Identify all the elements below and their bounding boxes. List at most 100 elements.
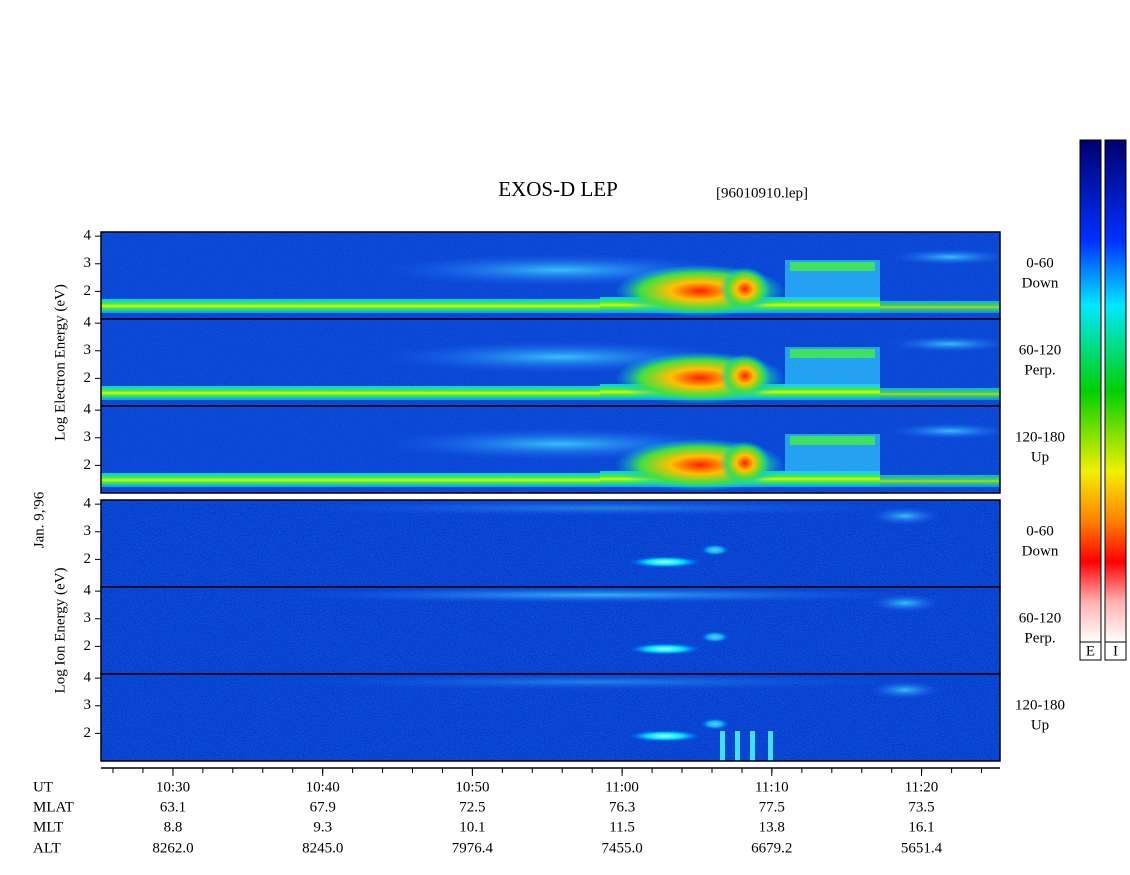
streak <box>627 730 703 742</box>
streak <box>735 731 740 761</box>
ephemeris-value: 16.1 <box>908 819 934 835</box>
title: EXOS-D LEP <box>498 177 618 201</box>
plateau-top <box>790 349 875 358</box>
panel-direction: Perp. <box>1024 630 1055 646</box>
y-tick-label: 2 <box>84 638 92 654</box>
band <box>880 301 1000 313</box>
haze <box>870 507 940 525</box>
panel-direction: Up <box>1031 449 1049 465</box>
y-tick-label: 3 <box>84 429 92 445</box>
ephemeris-value: 7455.0 <box>601 840 642 856</box>
panel-angle: 60-120 <box>1019 342 1062 358</box>
y-tick-label: 2 <box>84 457 92 473</box>
burst <box>720 441 770 485</box>
ephemeris-value: 10.1 <box>459 819 485 835</box>
spectrogram <box>101 500 1000 587</box>
y-tick-label: 2 <box>84 283 92 299</box>
ephemeris-value: 11.5 <box>609 819 635 835</box>
row-name: MLAT <box>33 799 74 815</box>
plateau-top <box>790 436 875 445</box>
band <box>880 475 1000 487</box>
y-tick-label: 2 <box>84 370 92 386</box>
ephemeris-value: 5651.4 <box>901 840 943 856</box>
ephemeris-value: 76.3 <box>609 799 635 815</box>
band <box>101 299 621 313</box>
y-tick-label: 3 <box>84 610 92 626</box>
streak <box>700 631 730 643</box>
panel-direction: Down <box>1022 275 1059 291</box>
row-name: MLT <box>33 819 63 835</box>
color-bar <box>1104 139 1127 643</box>
haze <box>870 594 940 612</box>
ephemeris-value: 6679.2 <box>751 840 792 856</box>
streak <box>627 643 703 655</box>
ephemeris-value: 9.3 <box>313 819 332 835</box>
ephemeris-value: 67.9 <box>310 799 336 815</box>
haze <box>890 423 1000 439</box>
ephemeris-value: 8.8 <box>164 819 183 835</box>
haze <box>890 336 1000 352</box>
y-tick-label: 3 <box>84 523 92 539</box>
color-bar-label: E <box>1086 643 1095 659</box>
y-tick-label: 2 <box>84 551 92 567</box>
panel-frame <box>100 673 1001 762</box>
y-axis-label: Log Ion Energy (eV) <box>52 568 68 694</box>
burst <box>720 354 770 398</box>
x-tick-label: 11:10 <box>755 779 789 795</box>
panel-frame <box>100 405 1001 494</box>
haze <box>280 587 920 603</box>
y-tick-label: 3 <box>84 255 92 271</box>
panel-direction: Down <box>1022 543 1059 559</box>
haze <box>890 249 1000 265</box>
panel-angle: 60-120 <box>1019 610 1062 626</box>
x-tick-label: 11:20 <box>905 779 939 795</box>
x-tick-label: 10:50 <box>455 779 489 795</box>
panel-angle: 120-180 <box>1015 697 1065 713</box>
ephemeris-value: 77.5 <box>759 799 785 815</box>
file-name: [96010910.lep] <box>716 185 808 201</box>
y-tick-label: 4 <box>84 315 92 331</box>
band <box>101 473 621 487</box>
ephemeris-value: 63.1 <box>160 799 186 815</box>
spectrogram <box>101 232 1000 319</box>
y-axis-label: Log Electron Energy (eV) <box>52 284 68 441</box>
plateau-top <box>790 262 875 271</box>
streak <box>700 544 730 556</box>
burst <box>720 267 770 311</box>
y-tick-label: 4 <box>84 496 92 512</box>
color-bar-label: I <box>1113 643 1118 659</box>
color-bar <box>1079 139 1102 643</box>
band <box>880 388 1000 400</box>
streak <box>750 731 755 761</box>
y-tick-label: 4 <box>84 228 92 244</box>
spectrogram <box>101 674 1000 761</box>
row-name: UT <box>33 779 53 795</box>
panel-angle: 0-60 <box>1026 523 1054 539</box>
panel-angle: 0-60 <box>1026 255 1054 271</box>
streak <box>700 718 730 730</box>
ephemeris-value: 72.5 <box>459 799 485 815</box>
ephemeris-value: 8262.0 <box>152 840 193 856</box>
panel-direction: Perp. <box>1024 362 1055 378</box>
ephemeris-value: 8245.0 <box>302 840 343 856</box>
haze <box>870 681 940 699</box>
x-tick-label: 10:30 <box>156 779 190 795</box>
color-bar-key <box>1079 641 1102 661</box>
streak <box>720 731 725 761</box>
haze <box>280 674 920 690</box>
x-tick-label: 11:00 <box>605 779 639 795</box>
y-tick-label: 3 <box>84 697 92 713</box>
spectrogram <box>101 587 1000 674</box>
ephemeris-value: 13.8 <box>759 819 785 835</box>
spectrogram <box>101 406 1000 493</box>
y-tick-label: 2 <box>84 725 92 741</box>
y-tick-label: 4 <box>84 583 92 599</box>
y-tick-label: 3 <box>84 342 92 358</box>
x-tick-label: 10:40 <box>306 779 340 795</box>
row-name: ALT <box>33 840 61 856</box>
spectrogram <box>101 319 1000 406</box>
date-label: Jan. 9,'96 <box>31 491 47 548</box>
haze <box>280 500 920 516</box>
